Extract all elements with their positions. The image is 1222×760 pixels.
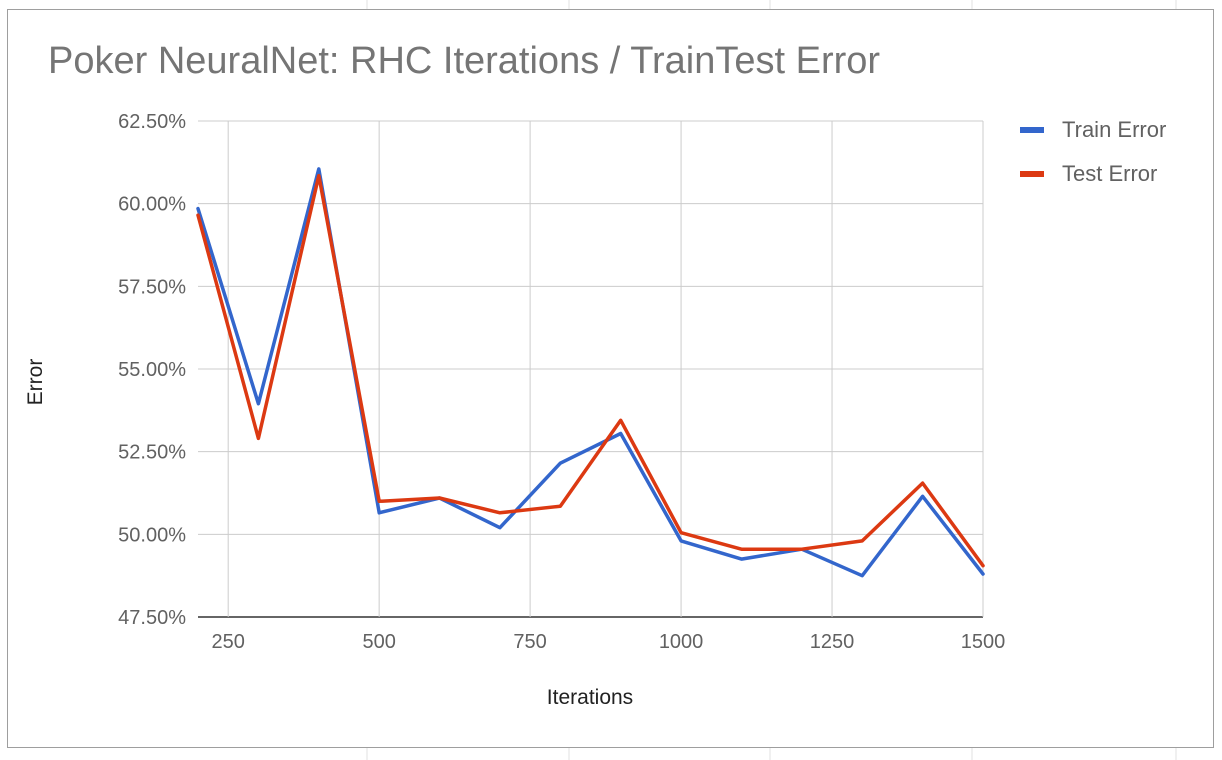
legend-item-test-error[interactable]: Test Error bbox=[1020, 152, 1166, 196]
x-tick-label: 1500 bbox=[961, 631, 1006, 653]
data-point-test-error[interactable] bbox=[859, 538, 865, 544]
data-point-test-error[interactable] bbox=[980, 563, 986, 569]
data-point-train-error[interactable] bbox=[497, 525, 503, 531]
data-point-train-error[interactable] bbox=[980, 571, 986, 577]
x-tick-label: 1000 bbox=[659, 631, 704, 653]
data-point-train-error[interactable] bbox=[376, 510, 382, 516]
y-axis-label: Error bbox=[24, 358, 47, 406]
data-point-train-error[interactable] bbox=[316, 166, 322, 172]
y-tick-label: 62.50% bbox=[118, 111, 186, 133]
data-point-test-error[interactable] bbox=[255, 435, 261, 441]
data-point-test-error[interactable] bbox=[738, 546, 744, 552]
data-point-train-error[interactable] bbox=[920, 493, 926, 499]
legend: Train Error Test Error bbox=[1020, 108, 1166, 196]
gridlines bbox=[198, 120, 984, 618]
y-tick-label: 50.00% bbox=[118, 524, 186, 546]
series-lines bbox=[195, 166, 986, 579]
y-tick-label: 57.50% bbox=[118, 276, 186, 298]
data-point-test-error[interactable] bbox=[678, 530, 684, 536]
x-tick-label: 750 bbox=[513, 631, 546, 653]
x-tick-label: 1250 bbox=[810, 631, 855, 653]
x-axis-label: Iterations bbox=[546, 686, 634, 709]
series-line-train-error[interactable] bbox=[196, 167, 985, 578]
tick-labels: 47.50% 50.00% 52.50% 55.00% 57.50% 60.00% 62.5… bbox=[118, 111, 1005, 653]
series-line-test-error[interactable] bbox=[196, 173, 985, 568]
data-point-test-error[interactable] bbox=[799, 546, 805, 552]
y-tick-label: 60.00% bbox=[118, 194, 186, 216]
y-tick-label: 55.00% bbox=[118, 359, 186, 381]
data-point-test-error[interactable] bbox=[920, 480, 926, 486]
data-point-train-error[interactable] bbox=[859, 573, 865, 579]
data-point-train-error[interactable] bbox=[618, 430, 624, 436]
x-tick-label: 500 bbox=[362, 631, 395, 653]
legend-label-test-error: Test Error bbox=[1062, 161, 1158, 186]
data-point-test-error[interactable] bbox=[316, 173, 322, 179]
data-point-test-error[interactable] bbox=[437, 495, 443, 501]
x-tick-label: 250 bbox=[212, 631, 245, 653]
y-tick-label: 52.50% bbox=[118, 442, 186, 464]
data-point-train-error[interactable] bbox=[678, 538, 684, 544]
y-tick-label: 47.50% bbox=[118, 607, 186, 629]
legend-swatch-train-error bbox=[1020, 127, 1044, 133]
data-point-test-error[interactable] bbox=[618, 417, 624, 423]
data-point-train-error[interactable] bbox=[738, 556, 744, 562]
data-point-train-error[interactable] bbox=[255, 401, 261, 407]
chart-title: Poker NeuralNet: RHC Iterations / TrainT… bbox=[48, 40, 881, 82]
data-point-test-error[interactable] bbox=[497, 510, 503, 516]
legend-item-train-error[interactable]: Train Error bbox=[1020, 108, 1166, 152]
data-point-train-error[interactable] bbox=[557, 460, 563, 466]
plot-area: 47.50% 50.00% 52.50% 55.00% 57.50% 60.00% 62.5… bbox=[118, 111, 1005, 653]
data-point-train-error[interactable] bbox=[195, 206, 201, 212]
legend-label-train-error: Train Error bbox=[1062, 117, 1167, 142]
data-point-test-error[interactable] bbox=[195, 212, 201, 218]
legend-swatch-test-error bbox=[1020, 171, 1044, 177]
data-point-test-error[interactable] bbox=[376, 498, 382, 504]
chart-container[interactable]: Poker NeuralNet: RHC Iterations / TrainT… bbox=[7, 9, 1214, 748]
data-point-test-error[interactable] bbox=[557, 503, 563, 509]
